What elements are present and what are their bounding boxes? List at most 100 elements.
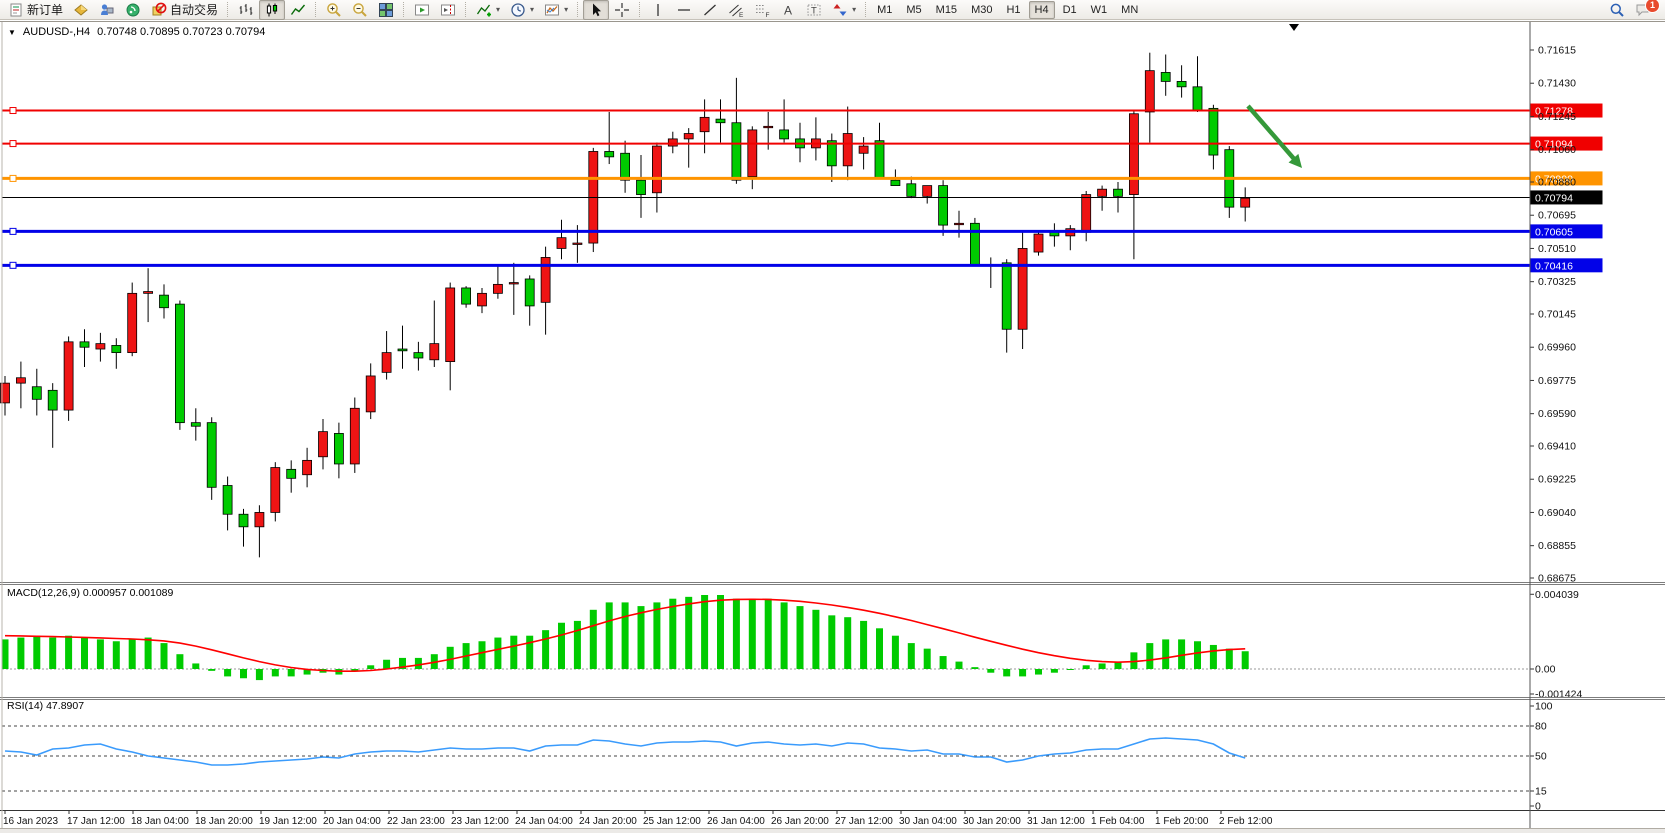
rsi-axis-label: 15 xyxy=(1535,786,1547,798)
macd-indicator-label: MACD(12,26,9) 0.000957 0.001089 xyxy=(7,587,174,599)
horizontal-line-tool-button[interactable] xyxy=(671,0,697,20)
tile-windows-button[interactable] xyxy=(373,0,399,20)
cursor-button[interactable] xyxy=(583,0,610,20)
timeframe-button-M15[interactable]: M15 xyxy=(935,3,958,16)
trendline-tool-button[interactable] xyxy=(697,0,723,20)
horizontal-line[interactable] xyxy=(2,140,1530,148)
chevron-down-icon[interactable]: ▼ xyxy=(8,27,16,37)
equidistant-channel-tool-button[interactable]: E xyxy=(723,0,749,20)
hline-handle[interactable] xyxy=(9,261,17,269)
candle xyxy=(0,382,10,404)
vertical-line-icon xyxy=(657,3,659,16)
trend-arrow-annotation[interactable] xyxy=(1246,104,1302,168)
zoom-in-button[interactable] xyxy=(321,0,347,20)
time-axis-label: 30 Jan 20:00 xyxy=(963,816,1021,827)
macd-histogram-bar xyxy=(621,602,629,669)
time-axis-label: 24 Jan 20:00 xyxy=(579,816,637,827)
macd-histogram-bar xyxy=(112,641,120,669)
candle xyxy=(508,282,519,285)
equidistant-channel-icon: E xyxy=(729,4,744,18)
horizontal-line[interactable] xyxy=(2,107,1530,115)
candle xyxy=(699,116,710,133)
price-badge xyxy=(1530,224,1603,239)
candle xyxy=(890,179,901,186)
candle xyxy=(620,152,630,181)
indicators-button[interactable]: ▾ xyxy=(471,0,505,20)
candle xyxy=(874,140,885,179)
time-axis-label: 2 Feb 12:00 xyxy=(1219,816,1273,827)
vertical-line-tool-button[interactable] xyxy=(645,0,671,20)
rsi-line xyxy=(4,737,1246,766)
time-axis-label: 25 Jan 12:00 xyxy=(643,816,701,827)
macd-axis-label: 0.004039 xyxy=(1535,589,1579,601)
line-chart-button[interactable] xyxy=(285,0,311,20)
profile-button[interactable] xyxy=(94,0,120,20)
candle xyxy=(938,185,948,226)
time-axis-border xyxy=(0,810,1665,811)
candle xyxy=(747,129,758,178)
templates-button[interactable]: ▾ xyxy=(539,0,573,20)
candle xyxy=(826,140,837,167)
timeframe-button-MN[interactable]: MN xyxy=(1121,3,1139,16)
macd-histogram-bar xyxy=(1035,669,1042,675)
new-order-button[interactable]: 新订单 xyxy=(3,0,68,20)
hline-handle[interactable] xyxy=(9,174,17,182)
horizontal-line[interactable] xyxy=(2,174,1530,182)
timeframe-button-M30[interactable]: M30 xyxy=(971,3,993,16)
price-axis-label: 0.68855 xyxy=(1538,540,1576,552)
trendline-icon xyxy=(704,4,717,15)
macd-histogram-bar xyxy=(573,620,581,669)
signals-button[interactable] xyxy=(120,0,146,20)
macd-histogram-bar xyxy=(717,595,724,669)
svg-text:F: F xyxy=(766,12,770,18)
hline-handle[interactable] xyxy=(9,227,17,235)
price-axis-label: 0.71060 xyxy=(1538,144,1576,156)
market-watch-button[interactable] xyxy=(68,0,94,20)
hline-handle[interactable] xyxy=(9,107,17,115)
price-axis-label: 0.69040 xyxy=(1538,507,1576,519)
macd-histogram-bar xyxy=(351,669,359,671)
timeframe-button-H1[interactable]: H1 xyxy=(1006,3,1021,16)
chart-shift-button[interactable] xyxy=(435,0,461,20)
main-toolbar: 新订单 xyxy=(0,0,1665,20)
timeframe-button-W1[interactable]: W1 xyxy=(1090,3,1108,16)
chart-ohlc-values: 0.70748 0.70895 0.70723 0.70794 xyxy=(97,26,266,38)
chat-button[interactable]: 1 xyxy=(1630,0,1660,20)
timeframe-button-D1[interactable]: D1 xyxy=(1062,3,1077,16)
auto-scroll-button[interactable] xyxy=(409,0,435,20)
macd-histogram-bar xyxy=(1114,661,1122,669)
cursor-arrow-icon xyxy=(593,3,602,16)
candlestick-chart-button[interactable] xyxy=(259,0,286,20)
timeframe-button-H4[interactable]: H4 xyxy=(1028,0,1055,19)
hline-handle[interactable] xyxy=(9,140,17,148)
search-button[interactable] xyxy=(1604,0,1630,20)
crosshair-button[interactable] xyxy=(609,0,635,20)
notification-badge: 1 xyxy=(1645,0,1660,13)
macd-histogram-bar xyxy=(1,639,9,669)
timeframe-button-M5[interactable]: M5 xyxy=(906,3,922,16)
macd-histogram-bar xyxy=(907,643,915,669)
candle xyxy=(111,345,122,354)
chart-shift-marker[interactable] xyxy=(1289,24,1299,31)
macd-histogram-bar xyxy=(1050,669,1058,673)
timeframe-button-M1[interactable]: M1 xyxy=(877,3,893,16)
horizontal-line[interactable] xyxy=(2,227,1530,235)
text-tool-button[interactable]: A xyxy=(775,0,801,20)
chevron-down-icon: ▾ xyxy=(852,5,857,14)
time-axis-label: 23 Jan 12:00 xyxy=(451,816,509,827)
time-axis-label: 18 Jan 04:00 xyxy=(131,816,189,827)
macd-signal-line xyxy=(4,598,1246,673)
auto-trading-button[interactable]: 自动交易 xyxy=(146,0,223,20)
macd-histogram-bar xyxy=(303,669,311,675)
zoom-out-button[interactable] xyxy=(347,0,373,20)
fibonacci-tool-button[interactable]: F xyxy=(749,0,775,20)
arrows-tool-button[interactable]: ▾ xyxy=(827,0,861,20)
periods-button[interactable]: ▾ xyxy=(505,0,539,20)
text-label-tool-button[interactable]: T xyxy=(801,0,827,20)
price-badge-label: 0.70416 xyxy=(1535,260,1573,272)
horizontal-line[interactable] xyxy=(2,261,1530,269)
time-axis-label: 26 Jan 04:00 xyxy=(707,816,765,827)
bar-chart-button[interactable] xyxy=(233,0,259,20)
